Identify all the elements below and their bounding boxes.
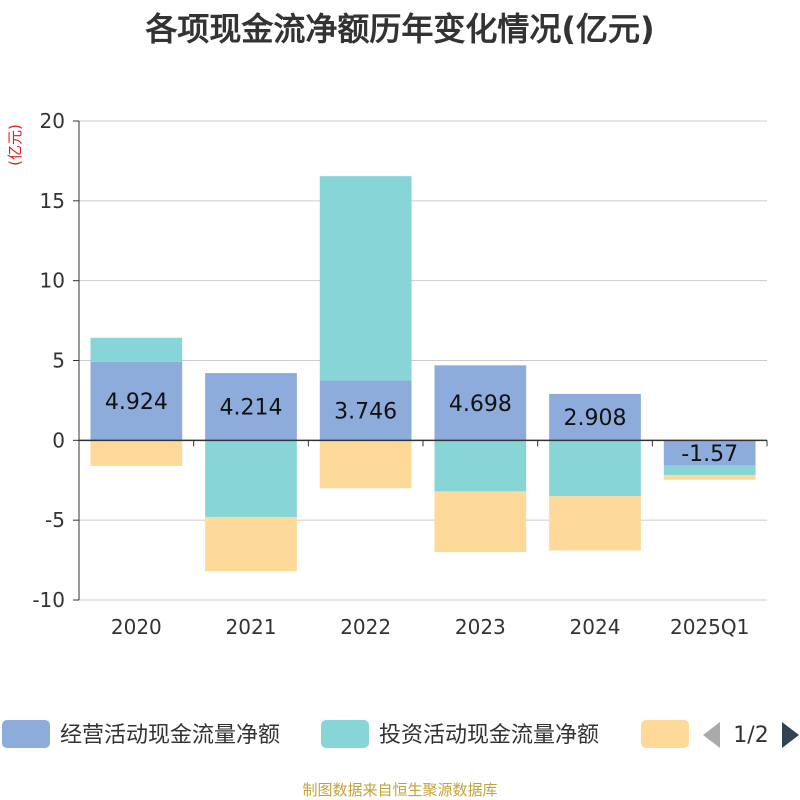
legend-swatch-3 <box>641 720 689 748</box>
bar-series-2 <box>319 176 412 381</box>
bar-series-3 <box>319 440 412 489</box>
bar-series-3 <box>205 516 297 572</box>
y-tick-label: 15 <box>40 189 65 213</box>
bar-value-label: 4.698 <box>449 392 512 417</box>
bar-series-2 <box>663 465 756 475</box>
bar-series-1 <box>319 380 412 441</box>
bar-value-label: 3.746 <box>334 399 397 424</box>
legend-page-indicator: 1/2 <box>733 723 768 748</box>
bar-series-2 <box>90 337 183 362</box>
x-tick-label: 2025Q1 <box>670 615 749 639</box>
bar-series-1 <box>434 365 527 441</box>
bar-value-label: -1.57 <box>681 442 738 467</box>
legend-swatch-2 <box>321 720 369 748</box>
legend-next-icon[interactable] <box>782 722 799 748</box>
legend-prev-icon[interactable] <box>703 722 720 748</box>
legend-label-2: 投资活动现金流量净额 <box>379 723 599 748</box>
legend-label-1: 经营活动现金流量净额 <box>60 723 280 748</box>
bar-value-label: 2.908 <box>564 406 627 431</box>
bar-series-3 <box>90 440 183 466</box>
source-note: 制图数据来自恒生聚源数据库 <box>302 781 498 799</box>
legend-swatch-1 <box>2 720 50 748</box>
y-tick-label: 5 <box>52 349 65 373</box>
bar-series-2 <box>205 440 297 517</box>
bar-series-1 <box>663 440 756 466</box>
y-axis-label: (亿元) <box>6 124 24 166</box>
bar-value-label: 4.214 <box>220 396 283 421</box>
bar-value-label: 4.924 <box>105 390 168 415</box>
y-tick-label: -10 <box>32 588 65 612</box>
y-tick-label: 10 <box>40 269 65 293</box>
x-tick-label: 2023 <box>455 615 506 639</box>
bar-series-3 <box>434 491 527 553</box>
bar-series-3 <box>549 496 641 551</box>
x-tick-label: 2024 <box>570 615 621 639</box>
bar-series-2 <box>434 440 527 492</box>
bar-series-1 <box>205 373 297 441</box>
x-tick-label: 2020 <box>111 615 162 639</box>
y-tick-label: 0 <box>52 428 65 452</box>
x-tick-label: 2021 <box>226 615 277 639</box>
bar-series-1 <box>549 393 641 441</box>
y-tick-label: 20 <box>40 109 65 133</box>
bar-series-2 <box>549 440 641 497</box>
bar-series-1 <box>90 361 183 441</box>
bar-series-3 <box>663 474 756 480</box>
x-tick-label: 2022 <box>340 615 391 639</box>
chart-title: 各项现金流净额历年变化情况(亿元) <box>145 10 655 48</box>
y-tick-label: -5 <box>45 508 65 532</box>
